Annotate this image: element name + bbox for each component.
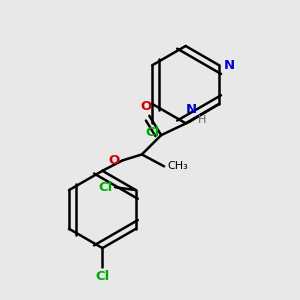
Text: N: N: [185, 103, 197, 116]
Text: CH₃: CH₃: [167, 161, 188, 171]
Text: O: O: [141, 100, 152, 113]
Text: Cl: Cl: [95, 270, 110, 284]
Text: O: O: [108, 154, 120, 167]
Text: H: H: [198, 115, 207, 125]
Text: Cl: Cl: [98, 181, 112, 194]
Text: N: N: [224, 59, 235, 72]
Text: Cl: Cl: [145, 126, 159, 139]
